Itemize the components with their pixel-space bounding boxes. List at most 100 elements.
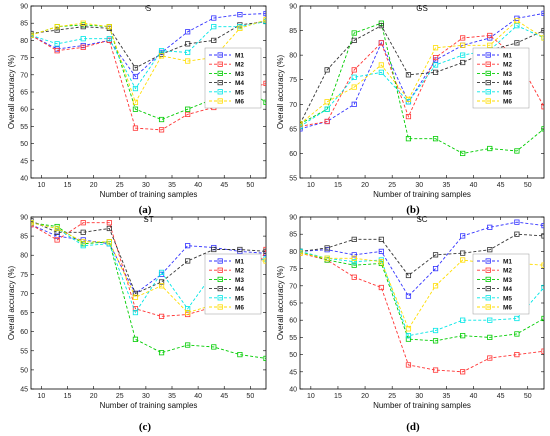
y-tick-label: 60 — [289, 318, 297, 325]
data-point — [31, 32, 34, 38]
data-point — [541, 262, 544, 268]
data-point — [324, 67, 330, 73]
data-point — [432, 283, 439, 289]
x-tick-label: 35 — [168, 393, 176, 400]
data-point — [185, 243, 191, 249]
data-point — [351, 274, 357, 280]
legend-marker — [485, 98, 491, 104]
data-point — [324, 118, 330, 125]
data-point — [514, 219, 520, 225]
x-axis-label: Number of training samples — [100, 401, 198, 410]
series-line — [31, 222, 266, 314]
data-point — [185, 41, 191, 47]
data-point — [31, 220, 34, 226]
legend-item: M6 — [477, 98, 512, 106]
data-point — [378, 40, 384, 46]
y-tick-label: 65 — [289, 126, 297, 133]
chart-title: S — [146, 4, 151, 13]
legend-label: M6 — [235, 305, 244, 312]
y-tick-label: 90 — [20, 215, 28, 222]
data-point — [405, 333, 412, 339]
y-tick-label: 80 — [289, 53, 297, 60]
data-point — [460, 233, 466, 239]
data-point — [351, 84, 357, 90]
y-tick-label: 60 — [289, 151, 297, 158]
data-point — [405, 293, 412, 299]
legend-label: M3 — [503, 277, 512, 284]
data-point — [541, 10, 544, 16]
data-point — [80, 243, 86, 249]
y-tick-label: 40 — [289, 387, 297, 394]
y-tick-label: 50 — [289, 352, 297, 359]
legend-label: M2 — [503, 268, 512, 275]
data-point — [54, 41, 60, 47]
data-point — [54, 27, 60, 33]
data-point — [158, 53, 165, 59]
x-tick-label: 50 — [246, 182, 254, 189]
data-point — [237, 25, 243, 31]
data-point — [487, 247, 493, 253]
y-tick-label: 65 — [289, 301, 297, 308]
legend-item: M3 — [477, 276, 512, 284]
data-point — [541, 104, 544, 110]
data-point — [541, 126, 544, 132]
data-point — [460, 250, 466, 256]
data-point — [237, 351, 243, 358]
legend-item: M1 — [477, 52, 512, 60]
x-tick-label: 50 — [524, 393, 532, 400]
data-point — [80, 36, 86, 42]
data-point — [351, 255, 357, 261]
x-tick-label: 45 — [497, 182, 505, 189]
y-tick-label: 70 — [289, 283, 297, 290]
x-tick-label: 40 — [194, 182, 202, 189]
legend-box — [472, 253, 530, 315]
x-tick-label: 30 — [415, 182, 423, 189]
data-point — [132, 99, 139, 105]
legend-item: M5 — [209, 89, 244, 96]
data-point — [106, 24, 112, 30]
x-tick-label: 20 — [361, 393, 369, 400]
series-line — [31, 21, 266, 69]
y-tick-label: 70 — [289, 102, 297, 109]
legend-item: M4 — [477, 285, 512, 293]
data-point — [378, 69, 384, 75]
panel-letter: (a) — [139, 204, 152, 216]
legend-item: M2 — [209, 61, 244, 69]
data-point — [324, 255, 330, 261]
data-point — [132, 309, 139, 316]
legend-label: M2 — [503, 62, 512, 69]
legend-marker — [217, 304, 223, 310]
data-point — [378, 236, 384, 242]
data-point — [211, 246, 217, 253]
legend-item: M4 — [209, 80, 244, 87]
legend-label: M2 — [235, 62, 244, 69]
data-point — [460, 257, 466, 263]
legend-item: M4 — [477, 80, 512, 87]
data-point — [514, 40, 520, 46]
data-point — [432, 55, 439, 61]
y-axis-label: Overall accuracy (%) — [276, 55, 285, 130]
data-point — [514, 23, 520, 29]
y-axis-label: Overall accuracy (%) — [7, 55, 16, 130]
x-tick-label: 30 — [142, 393, 150, 400]
x-tick-label: 20 — [361, 182, 369, 189]
x-tick-label: 35 — [168, 182, 176, 189]
data-point — [432, 327, 439, 334]
data-point — [158, 127, 165, 133]
data-point — [80, 229, 86, 235]
x-tick-label: 45 — [220, 393, 228, 400]
legend-label: M6 — [235, 99, 244, 106]
y-tick-label: 75 — [289, 266, 297, 273]
legend-item: M2 — [209, 267, 244, 275]
data-point — [487, 334, 493, 341]
legend-label: M3 — [235, 277, 244, 284]
data-point — [514, 351, 520, 358]
y-tick-label: 65 — [20, 90, 28, 97]
y-tick-label: 70 — [20, 291, 28, 298]
x-tick-label: 10 — [307, 393, 315, 400]
chart-title: ST — [143, 215, 153, 224]
y-tick-label: 50 — [20, 141, 28, 148]
legend: M1 M2 M3 M4 M5 M6 — [204, 253, 262, 315]
legend-marker — [485, 61, 491, 67]
data-point — [54, 225, 60, 232]
